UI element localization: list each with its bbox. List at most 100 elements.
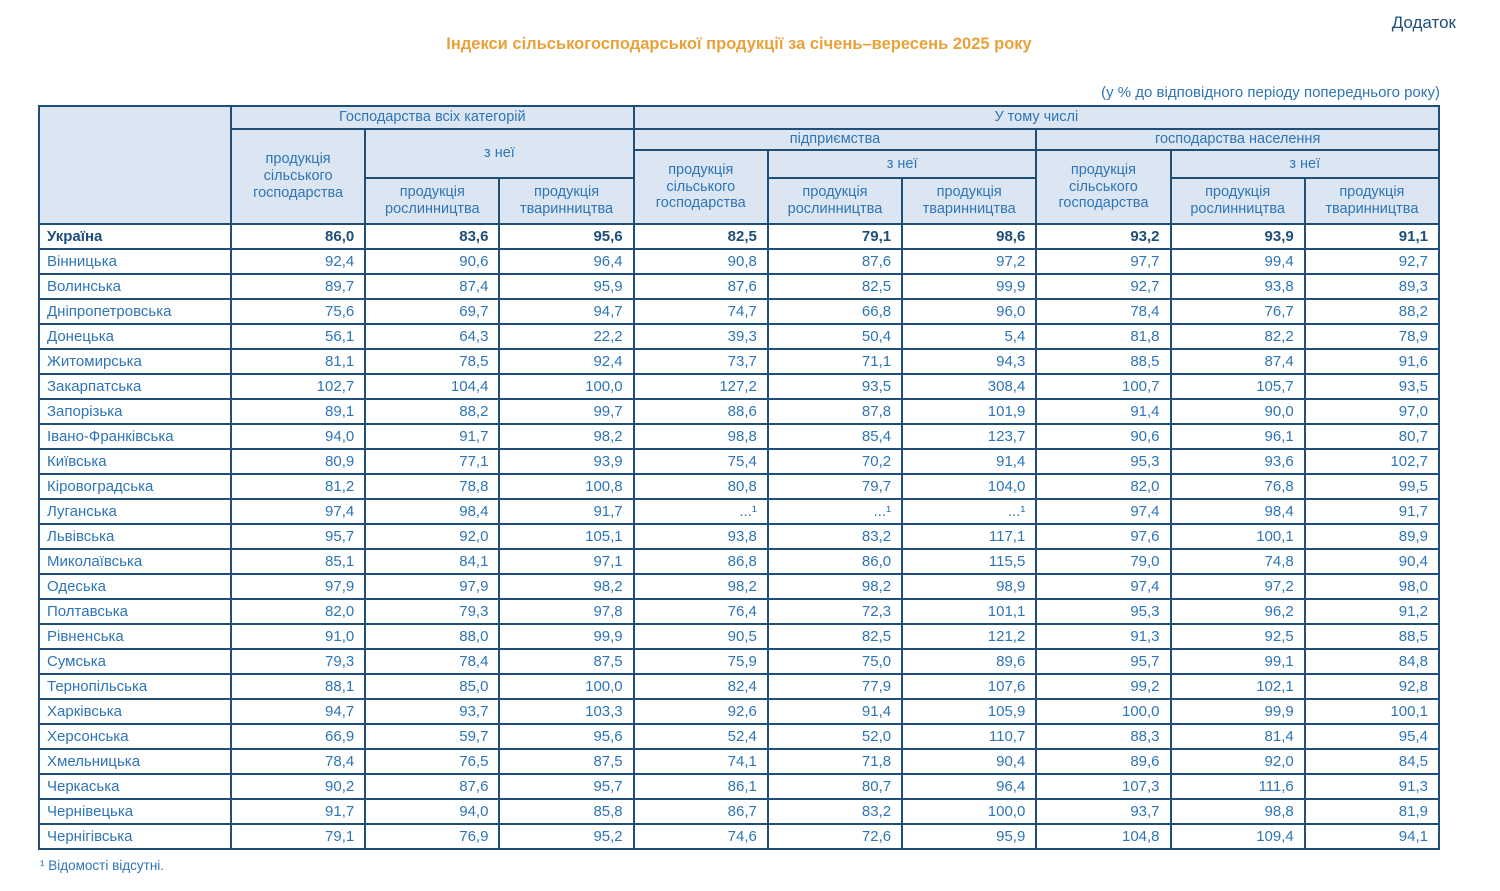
index-value: 85,4	[766, 423, 904, 450]
index-value: 308,4	[901, 373, 1038, 400]
index-value: 96,4	[498, 248, 635, 275]
index-value: 99,1	[1169, 648, 1306, 675]
index-value: 82,0	[1035, 473, 1172, 500]
index-value: 87,8	[766, 398, 904, 425]
table-row: Луганська 97,4 98,4 91,7 ...¹ ...¹ ...¹ 97,4 98,…	[38, 498, 1441, 525]
index-value: 85,8	[498, 798, 635, 825]
index-value: 94,3	[901, 348, 1038, 375]
index-value: 96,4	[901, 773, 1038, 800]
index-value: 98,9	[901, 573, 1038, 600]
index-value: 95,7	[229, 523, 367, 550]
index-value: 92,6	[632, 698, 769, 725]
index-value: 82,5	[766, 273, 904, 300]
index-value: 90,4	[1303, 548, 1441, 575]
index-value: ...¹	[901, 498, 1038, 525]
region-name: Дніпропетровська	[38, 298, 232, 325]
index-value: 100,7	[1035, 373, 1172, 400]
region-name: Луганська	[38, 498, 232, 525]
header-livestock-enterprises: продукція тваринництва	[901, 177, 1038, 225]
index-value: 78,8	[364, 473, 501, 500]
index-value: 72,3	[766, 598, 904, 625]
index-value: 92,5	[1169, 623, 1306, 650]
table-row: Харківська 94,7 93,7 103,3 92,6 91,4 105,9 100,…	[38, 698, 1441, 725]
index-value: 100,1	[1303, 698, 1441, 725]
header-agri-product-enterprises: продукція сільського господарства	[632, 149, 769, 225]
index-value: 74,6	[632, 823, 769, 850]
index-value: 104,0	[901, 473, 1038, 500]
table-row: Запорізька 89,1 88,2 99,7 88,6 87,8 101,9 91,4 9…	[38, 398, 1441, 425]
index-value: 107,3	[1035, 773, 1172, 800]
index-value: 105,1	[498, 523, 635, 550]
index-value: 79,3	[229, 648, 367, 675]
index-value: 98,8	[1169, 798, 1306, 825]
subtitle: (у % до відповідного періоду попередньог…	[1101, 84, 1440, 101]
index-value: 86,1	[632, 773, 769, 800]
index-value: 84,8	[1303, 648, 1441, 675]
index-value: 90,2	[229, 773, 367, 800]
region-name: Черкаська	[38, 773, 232, 800]
index-value: 76,7	[1169, 298, 1306, 325]
index-value: 98,2	[498, 573, 635, 600]
header-agri-product-households: продукція сільського господарства	[1035, 149, 1172, 225]
index-value: 99,9	[1169, 698, 1306, 725]
region-name: Миколаївська	[38, 548, 232, 575]
index-value: 92,7	[1303, 248, 1441, 275]
index-value: 95,3	[1035, 448, 1172, 475]
index-value: 82,5	[632, 223, 769, 250]
index-value: 73,7	[632, 348, 769, 375]
index-value: 85,0	[364, 673, 501, 700]
index-value: 98,6	[901, 223, 1038, 250]
index-value: 64,3	[364, 323, 501, 350]
header-households: господарства населення	[1035, 128, 1440, 151]
header-crop-all: продукція рослинництва	[364, 177, 501, 225]
index-value: 107,6	[901, 673, 1038, 700]
table-body: Україна 86,0 83,6 95,6 82,5 79,1 98,6 93,2 93,9 9…	[38, 223, 1441, 850]
region-name: Івано-Франківська	[38, 423, 232, 450]
index-value: 97,2	[901, 248, 1038, 275]
index-value: 75,0	[766, 648, 904, 675]
index-value: 100,0	[498, 373, 635, 400]
index-value: 102,7	[1303, 448, 1441, 475]
index-value: 97,6	[1035, 523, 1172, 550]
index-value: ...¹	[632, 498, 769, 525]
index-value: 79,1	[229, 823, 367, 850]
index-value: 93,6	[1169, 448, 1306, 475]
region-name: Херсонська	[38, 723, 232, 750]
index-value: 98,4	[364, 498, 501, 525]
index-value: 98,2	[498, 423, 635, 450]
index-value: 66,9	[229, 723, 367, 750]
index-value: ...¹	[766, 498, 904, 525]
index-value: 76,4	[632, 598, 769, 625]
index-value: 92,7	[1035, 273, 1172, 300]
corner-label: Додаток	[1391, 13, 1456, 32]
index-value: 121,2	[901, 623, 1038, 650]
index-value: 78,4	[1035, 298, 1172, 325]
index-value: 77,9	[766, 673, 904, 700]
index-value: 82,0	[229, 598, 367, 625]
index-value: 89,6	[901, 648, 1038, 675]
region-name: Донецька	[38, 323, 232, 350]
table-row: Закарпатська 102,7 104,4 100,0 127,2 93,5 308,…	[38, 373, 1441, 400]
region-name: Одеська	[38, 573, 232, 600]
index-value: 84,5	[1303, 748, 1441, 775]
index-value: 93,7	[364, 698, 501, 725]
index-value: 104,4	[364, 373, 501, 400]
region-name: Закарпатська	[38, 373, 232, 400]
index-value: 78,5	[364, 348, 501, 375]
index-value: 101,1	[901, 598, 1038, 625]
index-value: 100,0	[901, 798, 1038, 825]
table-row: Кіровоградська 81,2 78,8 100,8 80,8 79,7 104,0…	[38, 473, 1441, 500]
index-value: 92,0	[364, 523, 501, 550]
index-value: 100,0	[1035, 698, 1172, 725]
index-value: 91,7	[364, 423, 501, 450]
index-value: 89,6	[1035, 748, 1172, 775]
index-value: 86,7	[632, 798, 769, 825]
index-value: 91,3	[1035, 623, 1172, 650]
index-value: 99,2	[1035, 673, 1172, 700]
index-value: 87,5	[498, 748, 635, 775]
index-value: 83,6	[364, 223, 501, 250]
index-value: 81,4	[1169, 723, 1306, 750]
table-row: Львівська 95,7 92,0 105,1 93,8 83,2 117,1 97,6 1…	[38, 523, 1441, 550]
table-row: Чернігівська 79,1 76,9 95,2 74,6 72,6 95,9 104,…	[38, 823, 1441, 850]
index-value: 100,1	[1169, 523, 1306, 550]
